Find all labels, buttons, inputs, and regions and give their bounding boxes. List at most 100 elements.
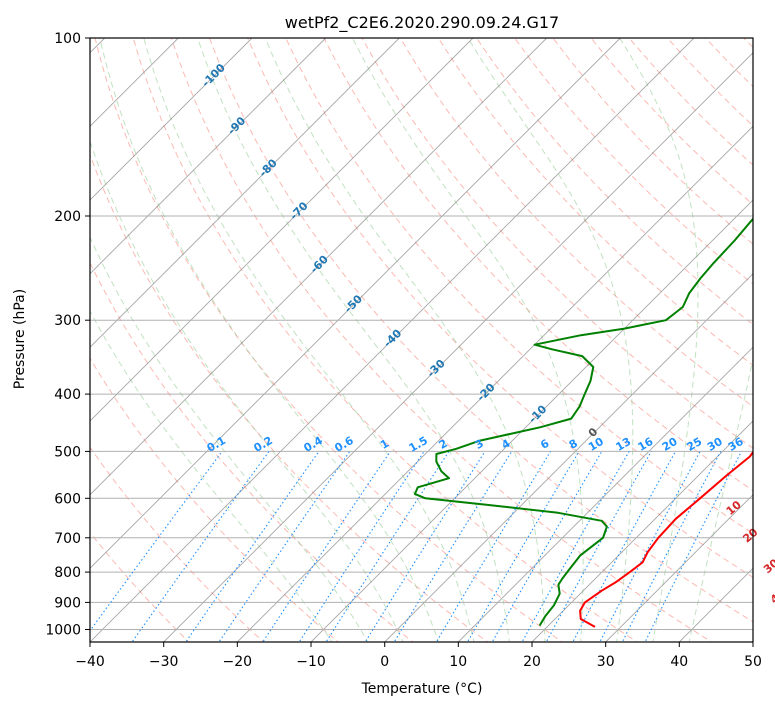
isotherm-line — [457, 346, 753, 642]
y-tick-label: 300 — [54, 313, 81, 329]
y-tick-label: 500 — [54, 444, 81, 460]
dry-adiabat-line — [476, 38, 753, 326]
mixing-ratio-line — [90, 451, 223, 632]
y-tick-label: 400 — [54, 387, 81, 403]
mixing-ratio-line — [131, 451, 270, 642]
dry-adiabat-label: 10 — [724, 498, 744, 518]
x-tick-label: 20 — [523, 654, 541, 670]
x-tick-label: −20 — [223, 654, 253, 670]
mixing-ratio-line — [393, 451, 513, 642]
isotherm-line — [90, 38, 695, 642]
moist-adiabat-line — [197, 38, 510, 642]
mixing-ratio-line — [621, 451, 722, 642]
y-axis: 1000 900 800 700 600 500 400 300 200 100 — [45, 31, 90, 639]
dry-adiabat-line — [90, 153, 489, 642]
dry-adiabat-line — [247, 38, 753, 578]
dry-adiabat-label: 20 — [740, 525, 760, 545]
x-tick-label: −40 — [75, 654, 105, 670]
isotherm-line — [310, 199, 753, 642]
y-tick-label: 100 — [54, 31, 81, 47]
y-tick-label: 200 — [54, 209, 81, 225]
mixing-ratio-label: 8 — [567, 437, 580, 452]
isotherms — [90, 38, 753, 642]
isotherm-line — [163, 52, 753, 642]
dry-adiabat-label: 40 — [768, 586, 775, 606]
dry-adiabat-label: 30 — [761, 556, 775, 576]
x-tick-label: 30 — [597, 654, 615, 670]
dewpoint-profile — [413, 217, 753, 627]
isotherm-label: -10 — [526, 402, 549, 425]
isotherm-line — [90, 38, 327, 275]
isotherm-line — [752, 641, 753, 642]
y-tick-label: 700 — [54, 531, 81, 547]
isotherm-label: -50 — [342, 292, 365, 315]
isotherm-label: -60 — [308, 253, 331, 276]
isotherm-line — [90, 38, 621, 569]
y-tick-label: 900 — [54, 595, 81, 611]
dry-adiabat-line — [90, 446, 265, 642]
x-tick-label: 0 — [380, 654, 389, 670]
mixing-ratio-line — [466, 451, 580, 642]
x-tick-label: −30 — [149, 654, 179, 670]
dry-adiabat-line — [590, 38, 753, 206]
isotherm-line — [90, 38, 400, 348]
annotation-layer: 0.1 0.2 0.4 0.6 1 1.5 2 3 4 6 8 10 13 16 20 25 30 36-100-… — [199, 61, 775, 607]
plot-frame — [89, 37, 754, 643]
dry-adiabat-line — [208, 38, 753, 623]
moist-adiabat-line — [90, 310, 333, 642]
isotherm-line — [90, 38, 253, 201]
y-tick-label: 800 — [54, 565, 81, 581]
mixing-ratio-label: 4 — [499, 437, 512, 452]
mixing-ratio-line — [185, 451, 320, 642]
sounding-profiles — [413, 217, 753, 628]
dry-adiabat-line — [514, 38, 753, 285]
y-tick-label: 600 — [54, 491, 81, 507]
x-tick-label: 40 — [670, 654, 688, 670]
isotherm-label: -70 — [287, 199, 310, 222]
pressure-gridlines — [90, 38, 753, 630]
dry-adiabat-line — [285, 38, 753, 535]
moist-adiabat-line — [90, 235, 369, 642]
mixing-ratio-line — [545, 451, 652, 642]
temperature-profile — [579, 450, 753, 628]
isotherm-label: -20 — [474, 381, 497, 404]
x-tick-label: −10 — [296, 654, 326, 670]
x-axis-label: Temperature (°C) — [361, 681, 483, 697]
mixing-ratio-line — [435, 451, 552, 642]
mixing-ratio-line — [325, 451, 450, 642]
mixing-ratio-line — [262, 451, 391, 642]
dry-adiabat-line — [437, 38, 753, 366]
x-axis: −40 −30 −20 −10 0 10 20 30 40 50 — [75, 642, 762, 670]
mixing-ratio-line — [364, 451, 486, 642]
mixing-ratio-line — [644, 451, 742, 642]
moist-adiabat-line — [619, 38, 699, 642]
isotherm-line — [531, 420, 753, 642]
y-axis-label: Pressure (hPa) — [12, 289, 28, 389]
dry-adiabat-line — [666, 38, 753, 127]
dry-adiabat-line — [170, 38, 713, 642]
dry-adiabat-line — [704, 38, 753, 88]
isotherm-line — [384, 273, 753, 642]
dry-adiabat-line — [90, 531, 190, 642]
mixing-ratio-label: 1 — [378, 437, 391, 452]
plot-area — [90, 25, 775, 645]
dry-adiabat-line — [361, 38, 753, 449]
isotherm-line — [605, 494, 753, 642]
mixing-ratio-line — [218, 451, 351, 642]
moist-adiabat-line — [688, 356, 753, 642]
isotherm-label: -30 — [425, 357, 448, 380]
moist-adiabat-line — [143, 38, 475, 642]
isotherm-label: -100 — [199, 61, 228, 90]
mixing-ratio-lines — [90, 451, 742, 642]
y-tick-label: 1000 — [45, 623, 81, 639]
dry-adiabat-line — [132, 38, 638, 642]
mixing-ratio-line — [572, 451, 676, 642]
isotherm-line — [90, 38, 474, 422]
dry-adiabat-line — [769, 25, 775, 645]
isotherm-line — [678, 567, 753, 642]
mixing-ratio-label: 6 — [538, 437, 551, 452]
chart-title: wetPf2_C2E6.2020.290.09.24.G17 — [285, 13, 559, 33]
isotherm-label: -40 — [381, 326, 404, 349]
isotherm-line — [236, 125, 753, 642]
